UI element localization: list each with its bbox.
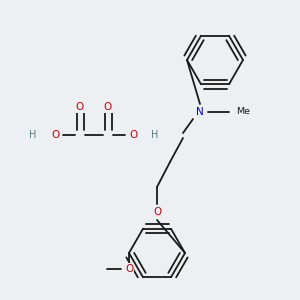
Text: O: O <box>104 102 112 112</box>
Text: H: H <box>151 130 159 140</box>
Text: O: O <box>51 130 59 140</box>
Text: Me: Me <box>236 107 250 116</box>
Text: H: H <box>29 130 37 140</box>
Text: O: O <box>129 130 137 140</box>
Text: N: N <box>196 107 204 117</box>
Text: O: O <box>153 207 161 217</box>
Text: O: O <box>125 264 133 274</box>
Text: O: O <box>76 102 84 112</box>
